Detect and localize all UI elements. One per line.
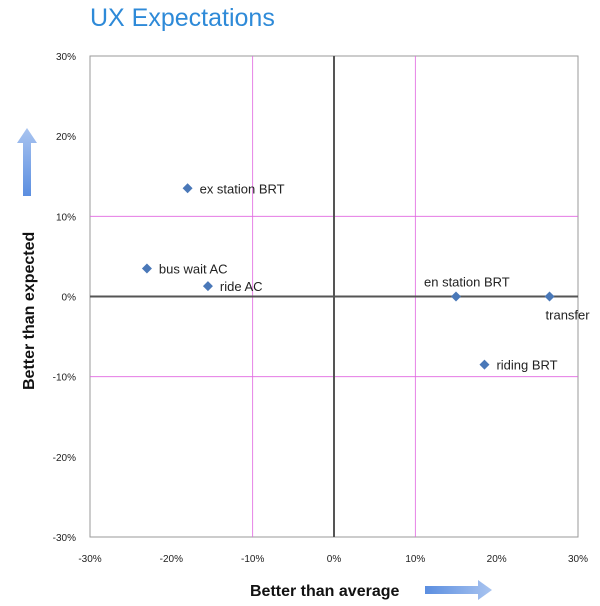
axis-layer	[90, 56, 578, 537]
data-point-marker	[451, 291, 461, 302]
x-tick-label: 0%	[327, 554, 342, 565]
x-tick-label: 10%	[405, 554, 425, 565]
data-point-label: riding BRT	[496, 358, 557, 373]
data-point-label: ex station BRT	[200, 181, 285, 196]
y-tick-label: -30%	[53, 533, 76, 544]
data-point-label: bus wait AC	[159, 261, 228, 276]
data-point-marker	[479, 359, 490, 370]
tick-layer: -30% -20% -10% 0% 10% 20% 30% -30% -20% -10% 0% 10%…	[53, 52, 588, 565]
y-tick-label: -10%	[53, 373, 76, 384]
y-axis-arrow	[17, 128, 37, 196]
y-axis-label: Better than expected	[21, 232, 38, 390]
y-tick-label: -20%	[53, 453, 76, 464]
data-point-marker	[544, 291, 555, 302]
point-layer: ex station BRT bus wait AC ride AC en stati…	[141, 181, 591, 373]
data-point-marker	[182, 183, 193, 194]
x-tick-label: -20%	[160, 554, 183, 565]
data-point-label: transfer	[546, 308, 591, 323]
x-tick-label: 30%	[568, 554, 588, 565]
data-point-marker	[202, 281, 213, 292]
chart-title: UX Expectations	[90, 4, 275, 32]
y-tick-label: 0%	[62, 293, 77, 304]
data-point-label: ride AC	[220, 279, 263, 294]
x-tick-label: -30%	[78, 554, 101, 565]
y-tick-label: 30%	[56, 52, 76, 63]
x-tick-label: 20%	[487, 554, 507, 565]
y-tick-label: 10%	[56, 212, 76, 223]
data-point-marker	[141, 263, 152, 274]
x-axis-label: Better than average	[250, 583, 399, 600]
x-tick-label: -10%	[241, 554, 264, 565]
data-point-label: en station BRT	[424, 275, 510, 290]
y-tick-label: 20%	[56, 132, 76, 143]
x-axis-arrow	[425, 580, 492, 600]
